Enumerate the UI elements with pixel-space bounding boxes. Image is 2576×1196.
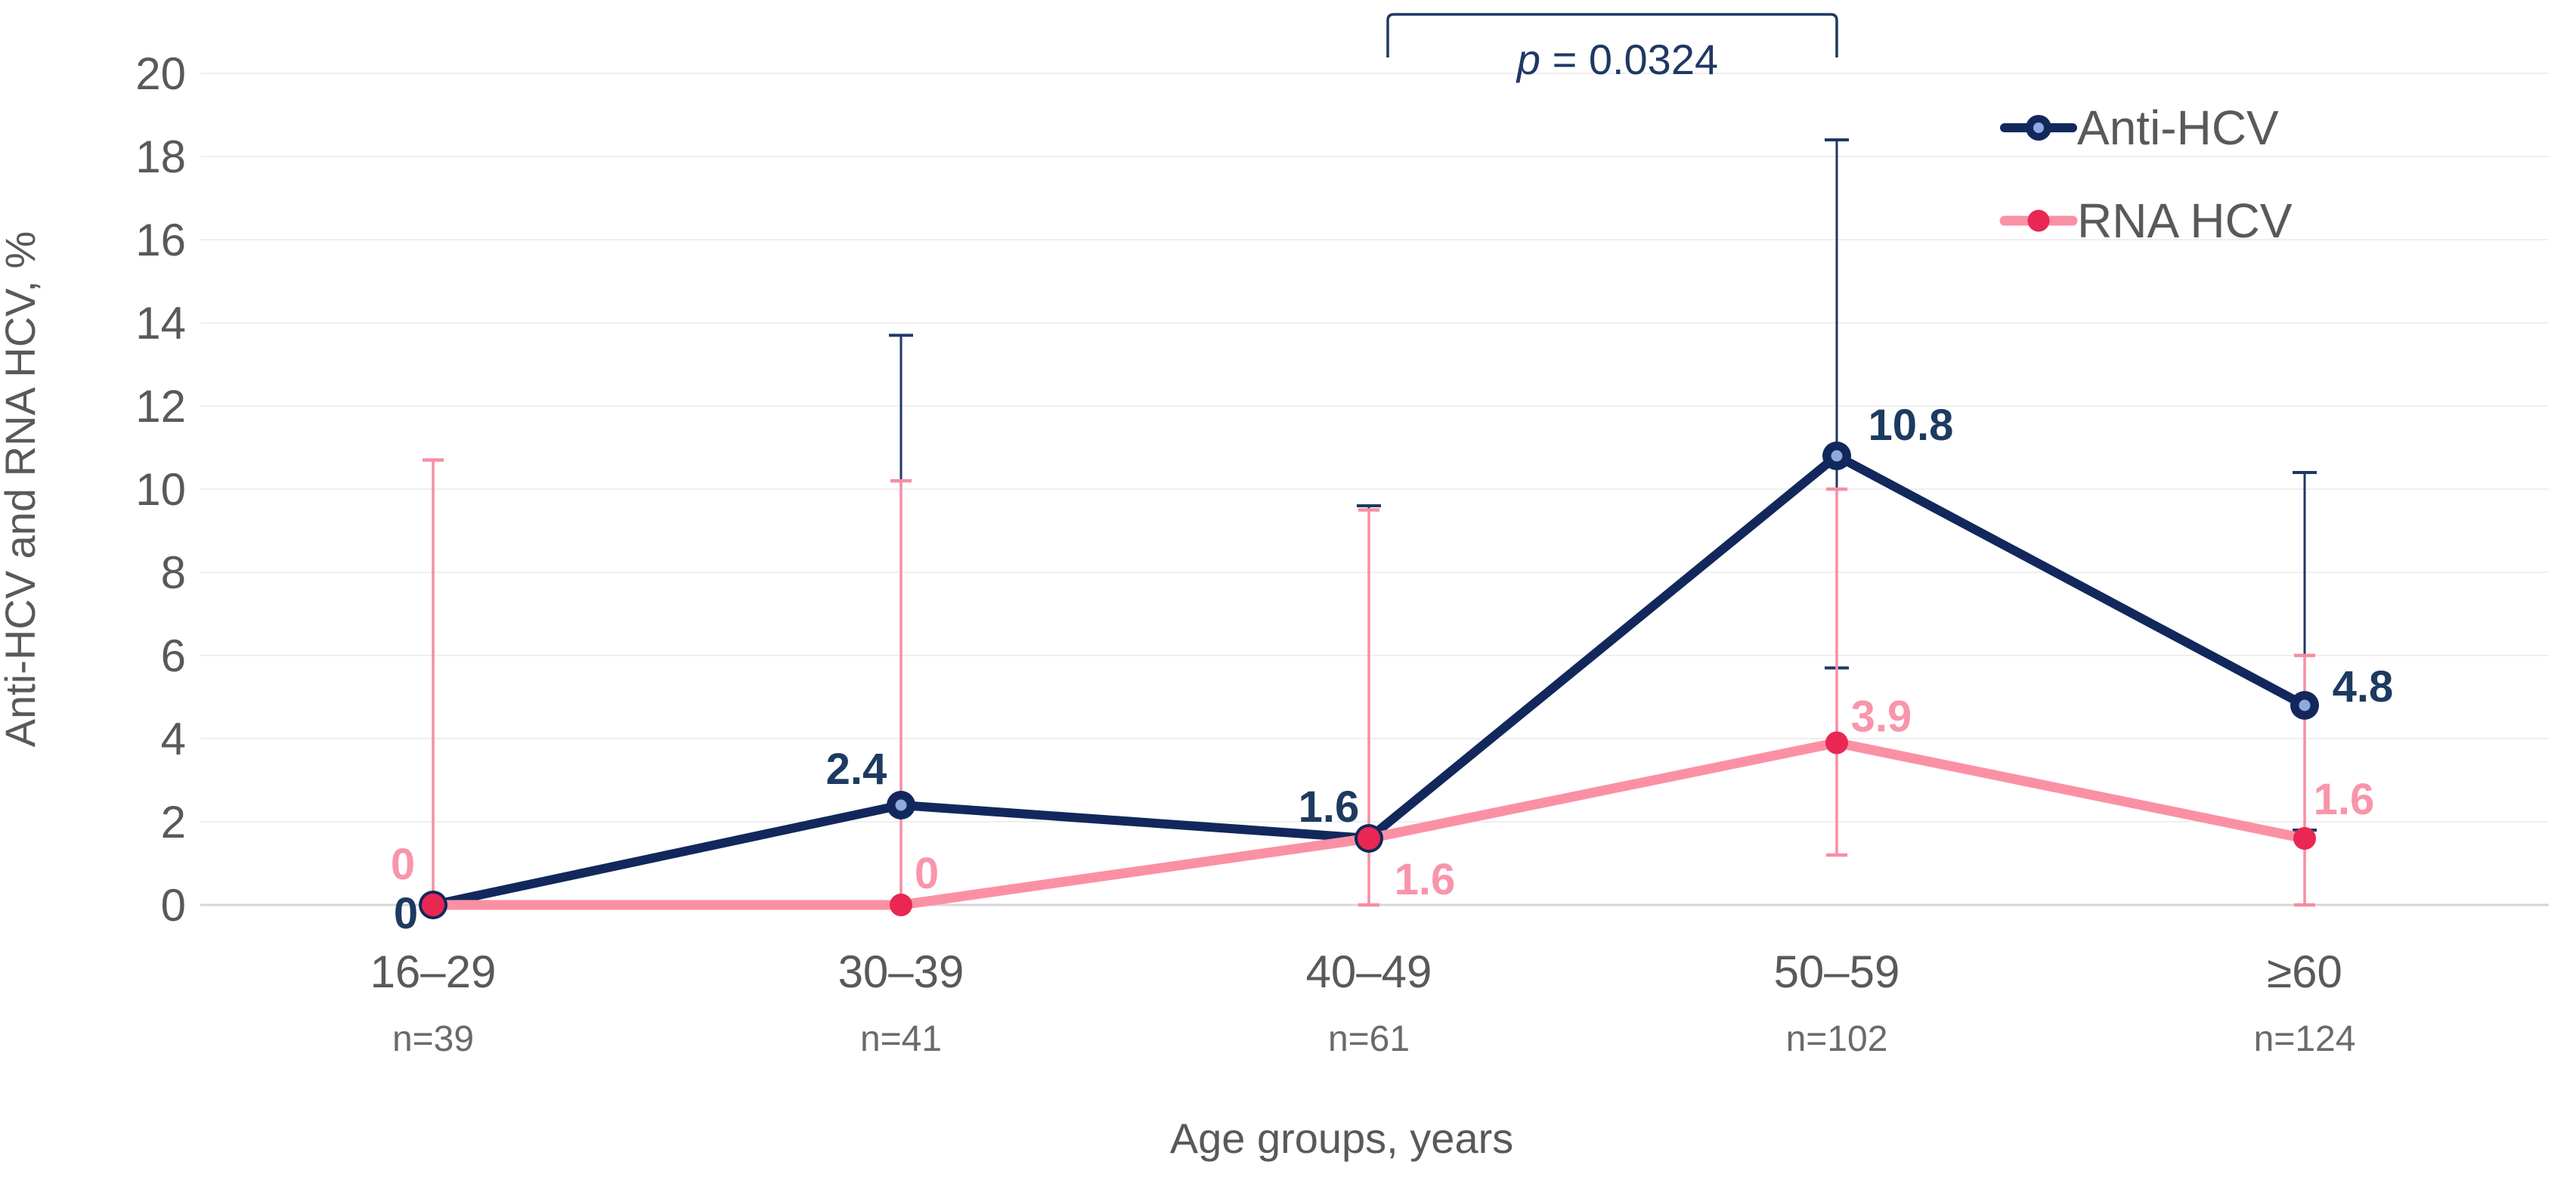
- marker-dot: [2293, 827, 2316, 850]
- rna-hcv-error-bar: [1826, 487, 1847, 857]
- rna-hcv-marker: [2293, 827, 2316, 850]
- p-value-italic: p: [1516, 36, 1540, 83]
- legend-label: Anti-HCV: [2077, 101, 2279, 155]
- rna-hcv-marker: [890, 894, 912, 916]
- rna-hcv-data-label: 1.6: [2314, 775, 2375, 824]
- sample-size-label: n=61: [1328, 1019, 1410, 1059]
- y-tick-label: 12: [135, 381, 186, 432]
- rna-hcv-error-bar: [423, 458, 444, 905]
- y-tick-label: 10: [135, 464, 186, 515]
- anti-hcv-marker: [1822, 442, 1851, 470]
- y-tick-label: 6: [161, 631, 186, 681]
- anti-hcv-data-label: 4.8: [2333, 662, 2394, 711]
- x-category-label: 30–39: [838, 947, 964, 997]
- legend-entry-anti-hcv: Anti-HCV: [2000, 101, 2279, 155]
- rna-hcv-marker: [422, 894, 444, 916]
- rna-hcv-data-label: 1.6: [1395, 855, 1456, 904]
- legend-marker-icon: [2027, 209, 2050, 232]
- y-tick-label: 18: [135, 132, 186, 182]
- x-category-label: 16–29: [370, 947, 497, 997]
- sample-size-label: n=124: [2254, 1019, 2356, 1059]
- p-value-annotation: p = 0.0324: [1386, 13, 1838, 83]
- y-tick-label: 2: [161, 797, 186, 847]
- anti-hcv-data-label: 0: [394, 889, 418, 938]
- p-value-rest: = 0.0324: [1540, 36, 1718, 83]
- y-tick-label: 4: [161, 714, 186, 764]
- y-tick-label: 16: [135, 215, 186, 265]
- rna-hcv-data-label: 0: [391, 840, 415, 889]
- p-value-text: p = 0.0324: [1516, 36, 1718, 83]
- rna-hcv-marker: [1825, 731, 1848, 754]
- anti-hcv-data-label: 10.8: [1869, 401, 1954, 450]
- y-tick-label: 0: [161, 880, 186, 931]
- p-value-bracket: [1386, 13, 1838, 57]
- rna-hcv-error-bar: [890, 479, 912, 905]
- x-category-label: 50–59: [1774, 947, 1900, 997]
- legend-label: RNA HCV: [2077, 194, 2293, 248]
- rna-hcv-data-label: 0: [915, 849, 939, 898]
- anti-hcv-data-label: 1.6: [1299, 782, 1360, 832]
- marker-dot: [890, 894, 912, 916]
- rna-hcv-data-label: 3.9: [1851, 693, 1912, 742]
- marker-inner: [895, 799, 907, 811]
- marker-inner: [2299, 699, 2311, 711]
- marker-dot: [1358, 827, 1380, 850]
- y-tick-label: 8: [161, 547, 186, 598]
- legend: Anti-HCV RNA HCV: [1999, 101, 2293, 248]
- marker-dot: [422, 894, 444, 916]
- legend-entry-rna-hcv: RNA HCV: [1999, 194, 2293, 248]
- x-category-label: 40–49: [1306, 947, 1432, 997]
- y-tick-label: 20: [135, 48, 186, 99]
- sample-size-label: n=39: [392, 1019, 474, 1059]
- sample-size-label: n=41: [860, 1019, 942, 1059]
- marker-inner: [1831, 450, 1843, 462]
- x-category-label: ≥60: [2267, 947, 2342, 997]
- sample-size-label: n=102: [1786, 1019, 1888, 1059]
- anti-hcv-data-label: 2.4: [826, 745, 887, 794]
- rna-hcv-marker: [1358, 827, 1380, 850]
- legend-marker-inner: [2033, 122, 2044, 133]
- marker-dot: [1825, 731, 1848, 754]
- x-axis-title: Age groups, years: [1170, 1114, 1513, 1162]
- y-tick-label: 14: [135, 298, 186, 349]
- anti-hcv-marker: [887, 791, 915, 820]
- y-axis-title: Anti-HCV and RNA HCV, %: [0, 231, 44, 748]
- anti-hcv-marker: [2290, 691, 2319, 720]
